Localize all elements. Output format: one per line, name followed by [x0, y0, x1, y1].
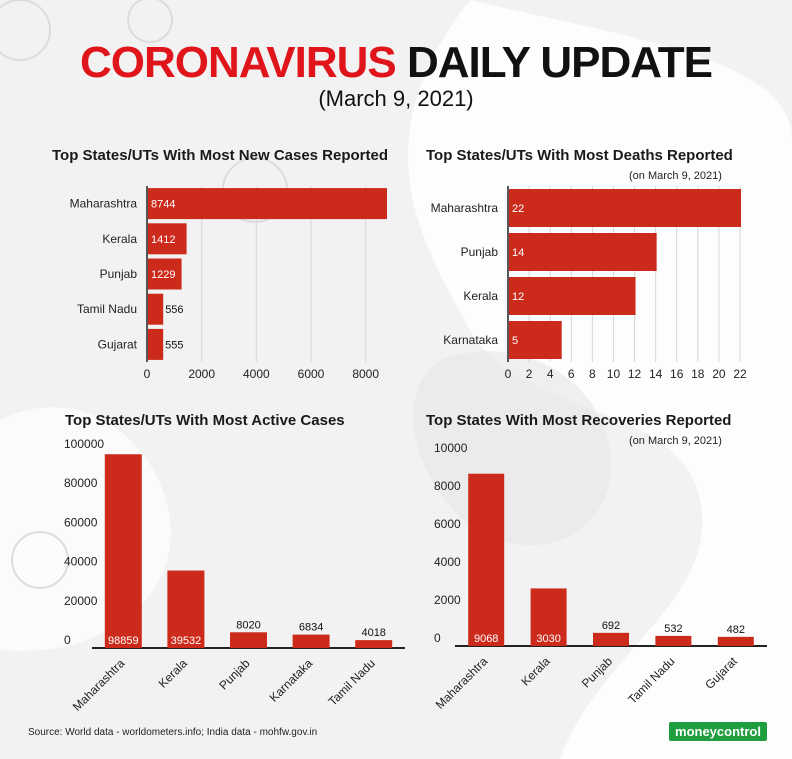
chart2-note: (on March 9, 2021) — [629, 170, 722, 182]
data-label: 39532 — [171, 635, 202, 647]
x-tick-label: 16 — [670, 367, 684, 381]
chart1-title: Top States/UTs With Most New Cases Repor… — [52, 147, 389, 164]
bar — [655, 635, 692, 646]
bar — [148, 188, 388, 220]
data-label: 3030 — [536, 633, 560, 645]
x-tick-label: 12 — [628, 367, 642, 381]
y-tick-label: 2000 — [434, 593, 461, 607]
chart3-title: Top States/UTs With Most Active Cases — [65, 412, 345, 429]
y-tick-label: 60000 — [64, 515, 98, 529]
y-tick-label: 4000 — [434, 555, 461, 569]
bar — [530, 588, 567, 646]
x-tick-label: 20 — [712, 367, 726, 381]
bar — [148, 293, 164, 325]
x-tick-label: 22 — [733, 367, 747, 381]
x-tick-label: 14 — [649, 367, 663, 381]
bar — [230, 632, 267, 648]
category-label: Kerala — [518, 654, 553, 689]
category-label: Tamil Nadu — [77, 302, 137, 316]
chart2-title: Top States/UTs With Most Deaths Reported — [426, 147, 733, 164]
bar — [355, 640, 393, 648]
data-label: 98859 — [108, 635, 139, 647]
x-tick-label: 6 — [568, 367, 575, 381]
moneycontrol-logo: moneycontrol — [669, 722, 767, 741]
bar — [509, 189, 741, 227]
data-label: 1412 — [151, 234, 175, 246]
bar — [148, 328, 164, 360]
title-dark: DAILY UPDATE — [406, 38, 713, 87]
bar — [509, 233, 657, 271]
category-label: Karnataka — [443, 333, 498, 347]
y-tick-label: 0 — [64, 633, 71, 647]
x-tick-label: 18 — [691, 367, 705, 381]
x-tick-label: 6000 — [298, 367, 325, 381]
x-tick-label: 0 — [505, 367, 512, 381]
data-label: 8744 — [151, 199, 175, 211]
data-label: 4018 — [361, 627, 385, 639]
x-tick-label: 2 — [526, 367, 533, 381]
category-label: Kerala — [102, 232, 137, 246]
x-tick-label: 8000 — [352, 367, 379, 381]
page-date: (March 9, 2021) — [318, 86, 474, 111]
category-label: Gujarat — [702, 654, 740, 692]
category-label: Maharashtra — [431, 201, 499, 215]
data-label: 12 — [512, 291, 524, 303]
data-label: 6834 — [299, 622, 323, 634]
chart4-title: Top States With Most Recoveries Reported — [426, 412, 732, 429]
y-tick-label: 10000 — [434, 441, 468, 455]
y-tick-label: 6000 — [434, 517, 461, 531]
category-label: Punjab — [461, 245, 499, 259]
category-label: Maharashtra — [433, 654, 491, 712]
x-tick-label: 2000 — [188, 367, 215, 381]
data-label: 9068 — [474, 633, 498, 645]
bar — [593, 632, 629, 646]
data-label: 556 — [165, 304, 183, 316]
y-tick-label: 100000 — [64, 437, 104, 451]
category-label: Maharashtra — [70, 197, 138, 211]
x-tick-label: 4000 — [243, 367, 270, 381]
bar — [292, 634, 330, 648]
category-label: Punjab — [100, 267, 138, 281]
data-label: 482 — [727, 624, 745, 636]
x-tick-label: 10 — [607, 367, 621, 381]
data-label: 14 — [512, 247, 524, 259]
category-label: Gujarat — [98, 337, 138, 351]
data-label: 5 — [512, 335, 518, 347]
bar — [104, 454, 142, 648]
y-tick-label: 20000 — [64, 594, 98, 608]
data-label: 692 — [602, 620, 620, 632]
category-label: Kerala — [463, 289, 498, 303]
x-tick-label: 0 — [144, 367, 151, 381]
data-label: 22 — [512, 203, 524, 215]
data-label: 532 — [664, 623, 682, 635]
source-note: Source: World data - worldometers.info; … — [28, 727, 318, 738]
bar — [717, 636, 754, 646]
header: CORONAVIRUS DAILY UPDATE (March 9, 2021) — [0, 38, 792, 112]
y-tick-label: 80000 — [64, 476, 98, 490]
title-red: CORONAVIRUS — [79, 38, 397, 87]
bar — [148, 223, 187, 255]
y-tick-label: 40000 — [64, 555, 98, 569]
bar — [468, 473, 505, 646]
chart4-note: (on March 9, 2021) — [629, 435, 722, 447]
data-label: 1229 — [151, 269, 175, 281]
x-tick-label: 8 — [589, 367, 596, 381]
data-label: 555 — [165, 339, 183, 351]
bar — [509, 277, 636, 315]
y-tick-label: 0 — [434, 631, 441, 645]
category-label: Punjab — [579, 654, 616, 691]
y-tick-label: 8000 — [434, 479, 461, 493]
bar — [148, 258, 182, 290]
x-tick-label: 4 — [547, 367, 554, 381]
category-label: Tamil Nadu — [625, 654, 677, 706]
page-title: CORONAVIRUS DAILY UPDATE — [0, 38, 792, 88]
bar — [509, 321, 562, 359]
data-label: 8020 — [236, 619, 260, 631]
bar — [167, 570, 205, 648]
